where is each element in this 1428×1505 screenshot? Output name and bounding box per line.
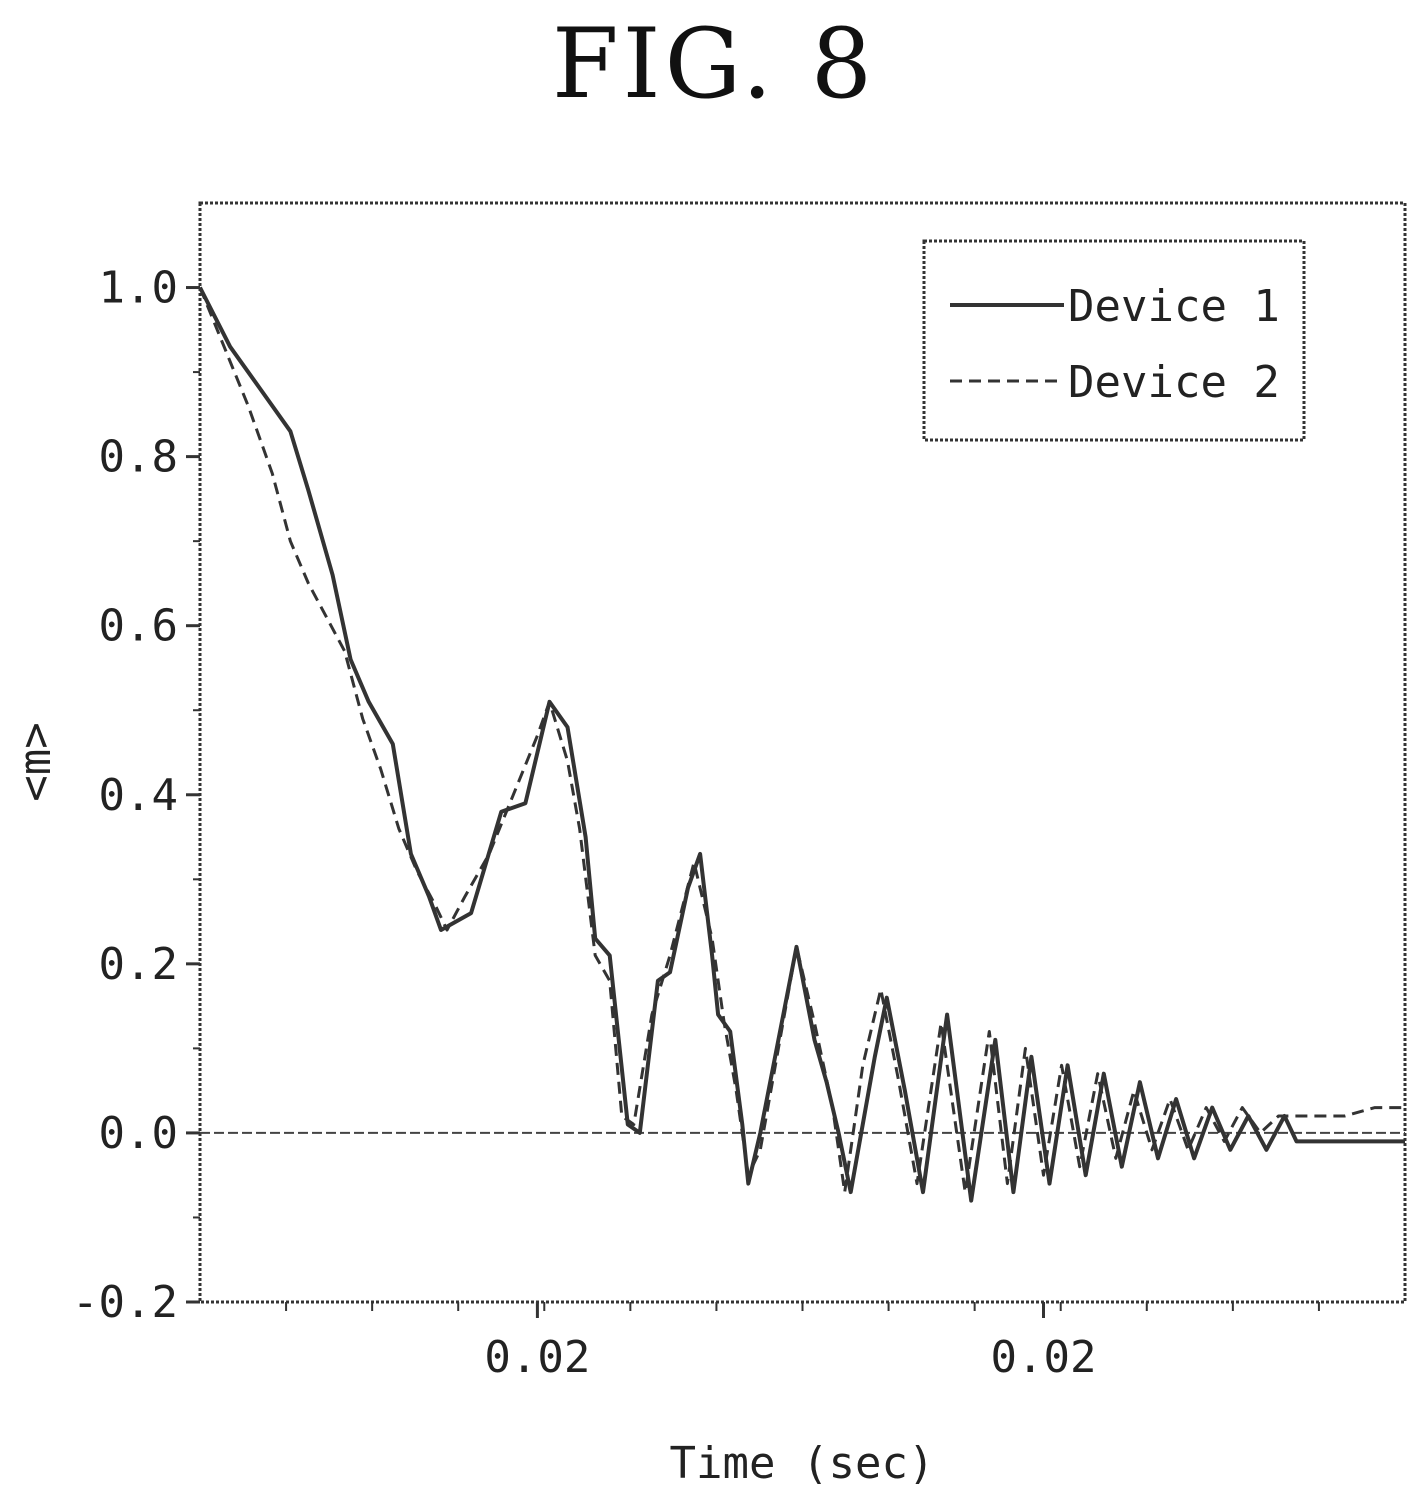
y-tick-label: 0.0 [99,1108,178,1159]
legend-entry-label: Device 1 [1068,281,1280,332]
x-axis-label: Time (sec) [670,1438,935,1489]
legend-entry-label: Device 2 [1068,357,1280,408]
figure-title: FIG. 8 [552,8,876,120]
y-tick-label: 0.2 [99,939,178,990]
y-tick-label: 0.4 [99,770,178,821]
y-axis-label: <m> [10,722,61,801]
legend-box [922,239,1306,442]
series-line-device-2 [198,286,1405,1194]
x-tick-label: 0.02 [484,1332,590,1383]
y-tick-label: 1.0 [99,263,178,314]
y-tick-label: 0.8 [99,432,178,483]
y-tick-label: 0.6 [99,601,178,652]
y-tick-label: -0.2 [72,1277,178,1328]
x-tick-label: 0.02 [991,1332,1097,1383]
